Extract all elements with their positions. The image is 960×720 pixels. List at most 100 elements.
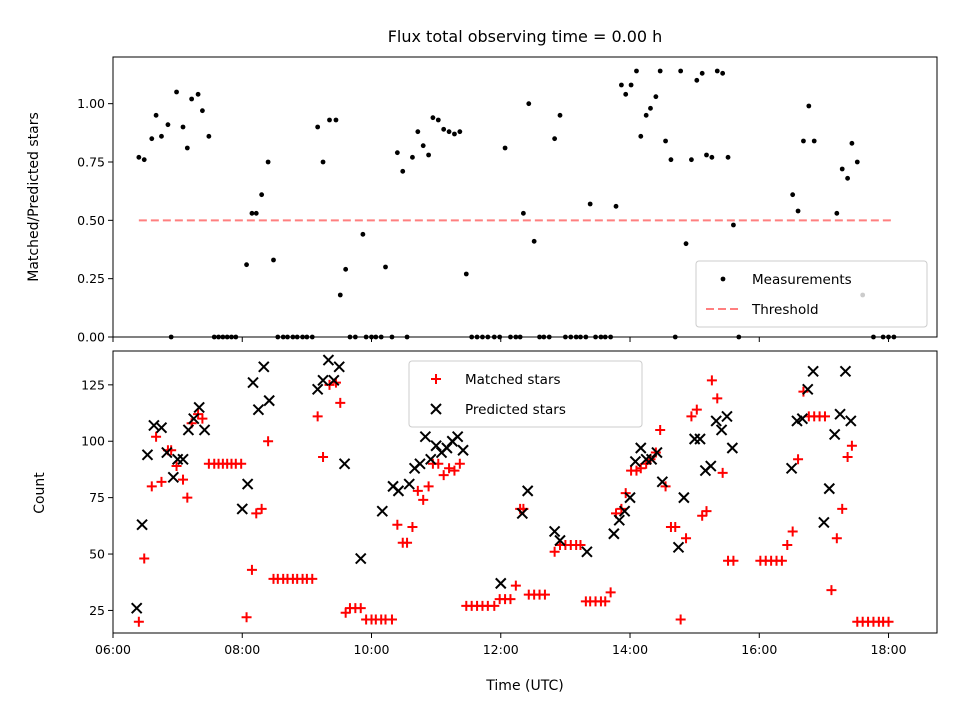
data-point — [414, 458, 426, 470]
data-point — [883, 616, 894, 627]
data-point — [333, 361, 345, 373]
bottom-plot-frame — [112, 350, 938, 634]
data-point — [489, 600, 500, 611]
data-point — [495, 577, 507, 590]
data-point — [153, 112, 159, 118]
data-point — [657, 68, 663, 74]
data-point — [811, 138, 817, 144]
x-axis-label: Time (UTC) — [485, 678, 563, 694]
data-point — [412, 485, 423, 496]
top-legend: Measurements Threshold — [695, 260, 928, 328]
chart-title: Flux total observing time = 0.00 h — [388, 27, 663, 46]
data-point — [155, 421, 168, 434]
data-point — [188, 412, 200, 425]
data-point — [182, 492, 193, 503]
data-point — [420, 143, 426, 149]
top-panel: 0.00 0.25 0.50 0.75 1.00 Measurements Threshol… — [77, 56, 938, 345]
data-point — [322, 354, 335, 366]
data-point — [236, 458, 247, 469]
data-point — [834, 408, 846, 420]
data-point — [156, 476, 167, 487]
data-point — [415, 129, 421, 135]
data-point — [683, 241, 689, 247]
data-point — [663, 138, 668, 144]
data-point — [651, 446, 663, 459]
legend-swatch — [720, 276, 726, 282]
data-point — [638, 133, 644, 139]
data-point — [520, 210, 526, 216]
data-point — [130, 602, 143, 614]
data-point — [712, 393, 723, 404]
data-point — [195, 91, 201, 97]
data-point — [400, 168, 406, 174]
data-point — [444, 463, 455, 474]
data-point — [656, 476, 669, 488]
top-y-tick-label: 0.00 — [77, 330, 105, 345]
data-point — [263, 394, 275, 407]
data-point — [717, 467, 728, 478]
legend-label: Measurements — [752, 272, 852, 288]
data-point — [249, 210, 255, 216]
data-point — [449, 465, 460, 476]
top-y-tick-label: 0.25 — [77, 271, 105, 286]
data-point — [206, 133, 212, 139]
legend-box — [695, 260, 928, 328]
data-point — [271, 257, 276, 263]
data-point — [706, 375, 717, 386]
data-point — [376, 505, 388, 517]
data-point — [318, 452, 329, 463]
data-point — [360, 231, 366, 237]
data-point — [402, 537, 413, 548]
data-point — [587, 201, 593, 207]
data-point — [628, 82, 634, 88]
data-point — [177, 453, 189, 465]
data-point — [643, 112, 649, 118]
data-point — [600, 596, 611, 607]
data-point — [392, 519, 403, 530]
data-point — [425, 453, 437, 465]
data-point — [435, 117, 441, 123]
data-point — [505, 594, 516, 605]
data-point — [554, 534, 566, 547]
data-point — [837, 503, 848, 514]
data-point — [782, 540, 793, 551]
data-point — [787, 526, 798, 537]
data-point — [634, 68, 639, 74]
bottom-series-matched-stars — [133, 375, 894, 627]
top-y-tick-label: 1.00 — [77, 96, 105, 111]
bottom-y-axis-label: Count — [32, 472, 48, 514]
data-point — [793, 454, 804, 465]
x-tick-label: 18:00 — [871, 642, 907, 657]
data-point — [790, 192, 796, 198]
data-point — [731, 222, 736, 228]
x-tick-label: 16:00 — [741, 642, 777, 657]
data-point — [552, 136, 558, 142]
data-point — [338, 458, 351, 470]
data-point — [839, 166, 845, 172]
data-point — [526, 101, 532, 107]
data-point — [705, 460, 717, 472]
data-point — [317, 374, 329, 387]
data-point — [446, 129, 452, 135]
x-tick-label: 14:00 — [612, 642, 648, 657]
data-point — [691, 404, 702, 415]
data-point — [457, 444, 469, 456]
data-point — [675, 614, 686, 625]
data-point — [247, 376, 259, 389]
data-point — [253, 210, 259, 216]
data-point — [307, 573, 318, 584]
data-point — [710, 415, 722, 427]
data-point — [608, 528, 620, 540]
data-point — [146, 481, 157, 492]
data-point — [828, 428, 841, 441]
data-point — [720, 70, 726, 76]
data-point — [655, 424, 666, 435]
data-point — [355, 603, 366, 614]
data-point — [141, 157, 147, 163]
data-point — [686, 411, 697, 422]
data-point — [668, 157, 674, 163]
data-point — [688, 433, 701, 445]
legend-label: Predicted stars — [465, 402, 566, 418]
data-point — [258, 361, 270, 373]
data-point — [452, 131, 457, 137]
